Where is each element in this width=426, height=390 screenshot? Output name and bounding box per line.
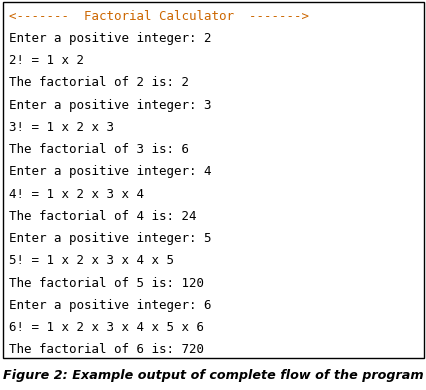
- Text: 2! = 1 x 2: 2! = 1 x 2: [9, 54, 84, 67]
- Text: Figure 2: Example output of complete flow of the program: Figure 2: Example output of complete flo…: [3, 369, 423, 381]
- Text: 5! = 1 x 2 x 3 x 4 x 5: 5! = 1 x 2 x 3 x 4 x 5: [9, 254, 173, 268]
- Text: 6! = 1 x 2 x 3 x 4 x 5 x 6: 6! = 1 x 2 x 3 x 4 x 5 x 6: [9, 321, 204, 334]
- Text: Enter a positive integer: 6: Enter a positive integer: 6: [9, 299, 211, 312]
- Text: The factorial of 4 is: 24: The factorial of 4 is: 24: [9, 210, 196, 223]
- Text: The factorial of 2 is: 2: The factorial of 2 is: 2: [9, 76, 189, 89]
- Text: Enter a positive integer: 2: Enter a positive integer: 2: [9, 32, 211, 45]
- Text: <-------  Factorial Calculator  ------->: <------- Factorial Calculator ------->: [9, 10, 308, 23]
- Text: 3! = 1 x 2 x 3: 3! = 1 x 2 x 3: [9, 121, 114, 134]
- Text: Enter a positive integer: 3: Enter a positive integer: 3: [9, 99, 211, 112]
- Text: The factorial of 6 is: 720: The factorial of 6 is: 720: [9, 343, 204, 356]
- Text: Enter a positive integer: 4: Enter a positive integer: 4: [9, 165, 211, 178]
- Text: 4! = 1 x 2 x 3 x 4: 4! = 1 x 2 x 3 x 4: [9, 188, 144, 200]
- Text: Enter a positive integer: 5: Enter a positive integer: 5: [9, 232, 211, 245]
- Text: The factorial of 3 is: 6: The factorial of 3 is: 6: [9, 143, 189, 156]
- Text: The factorial of 5 is: 120: The factorial of 5 is: 120: [9, 277, 204, 290]
